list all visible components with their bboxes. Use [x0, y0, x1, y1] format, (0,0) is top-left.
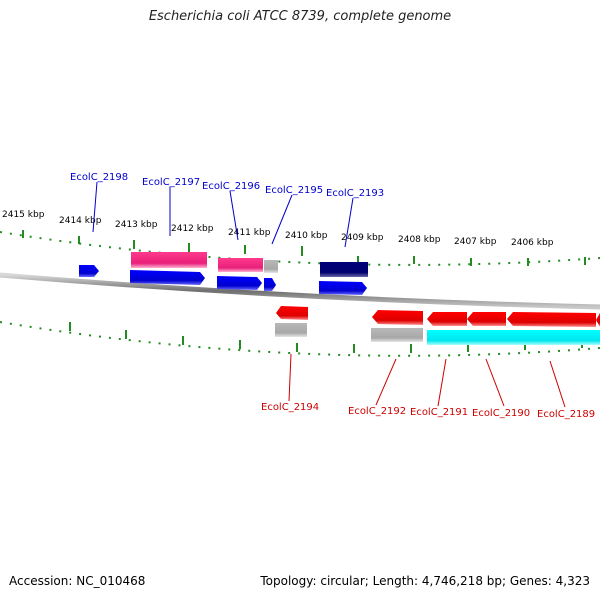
gene-arrow-EcolC_2197: [130, 270, 205, 285]
gene-feature-pink: [218, 258, 263, 272]
gene-label-EcolC_2197: EcolC_2197: [142, 177, 200, 188]
gene-feature-pink: [131, 252, 207, 268]
gene-arrow-EcolC_2195: [264, 278, 276, 291]
gene-label-EcolC_2191: EcolC_2191: [410, 407, 468, 418]
gene-arrow-EcolC_2193: [319, 281, 367, 295]
gene-arrow-EcolC_2189: [507, 312, 596, 327]
gene-feature-navy: [320, 262, 368, 277]
inner-tick-arc: [0, 321, 600, 357]
gene-arrow-EcolC_2190: [467, 312, 506, 326]
genome-backbone: [0, 272, 600, 310]
gene-label-EcolC_2196: EcolC_2196: [202, 181, 260, 192]
gene-label-EcolC_2195: EcolC_2195: [265, 185, 323, 196]
scale-label: 2407 kbp: [454, 237, 497, 247]
gene-label-EcolC_2198: EcolC_2198: [70, 172, 128, 183]
scale-label: 2411 kbp: [228, 228, 271, 238]
scale-label: 2408 kbp: [398, 235, 441, 245]
scale-label: 2412 kbp: [171, 224, 214, 234]
gene-arrow-EcolC_2194: [276, 306, 308, 320]
outer-tick-arc: [0, 231, 600, 266]
gene-arrow-partial: [596, 313, 600, 327]
scale-label: 2414 kbp: [59, 216, 102, 226]
gene-feature-grey: [371, 328, 423, 342]
gene-feature-cyan: [427, 330, 600, 345]
major-ticks: [22, 230, 586, 266]
scale-label: 2415 kbp: [2, 210, 45, 220]
gene-arrow-EcolC_2191: [427, 312, 467, 326]
scale-label: 2409 kbp: [341, 233, 384, 243]
gene-label-EcolC_2192: EcolC_2192: [348, 406, 406, 417]
accession-text: Accession: NC_010468: [9, 574, 146, 588]
scale-label: 2406 kbp: [511, 238, 554, 248]
scale-label: 2410 kbp: [285, 231, 328, 241]
topology-text: Topology: circular; Length: 4,746,218 bp…: [260, 574, 590, 588]
gene-feature-grey: [264, 260, 278, 273]
gene-arrow-EcolC_2198: [79, 265, 99, 277]
gene-arrow-EcolC_2192: [372, 310, 423, 325]
gene-label-EcolC_2190: EcolC_2190: [472, 408, 530, 419]
gene-label-EcolC_2193: EcolC_2193: [326, 188, 384, 199]
gene-label-EcolC_2189: EcolC_2189: [537, 409, 595, 420]
gene-label-EcolC_2194: EcolC_2194: [261, 402, 319, 413]
map-title: Escherichia coli ATCC 8739, complete gen…: [148, 9, 452, 24]
gene-feature-grey: [275, 323, 307, 337]
scale-label: 2413 kbp: [115, 220, 158, 230]
gene-arrow-EcolC_2196: [217, 276, 262, 290]
